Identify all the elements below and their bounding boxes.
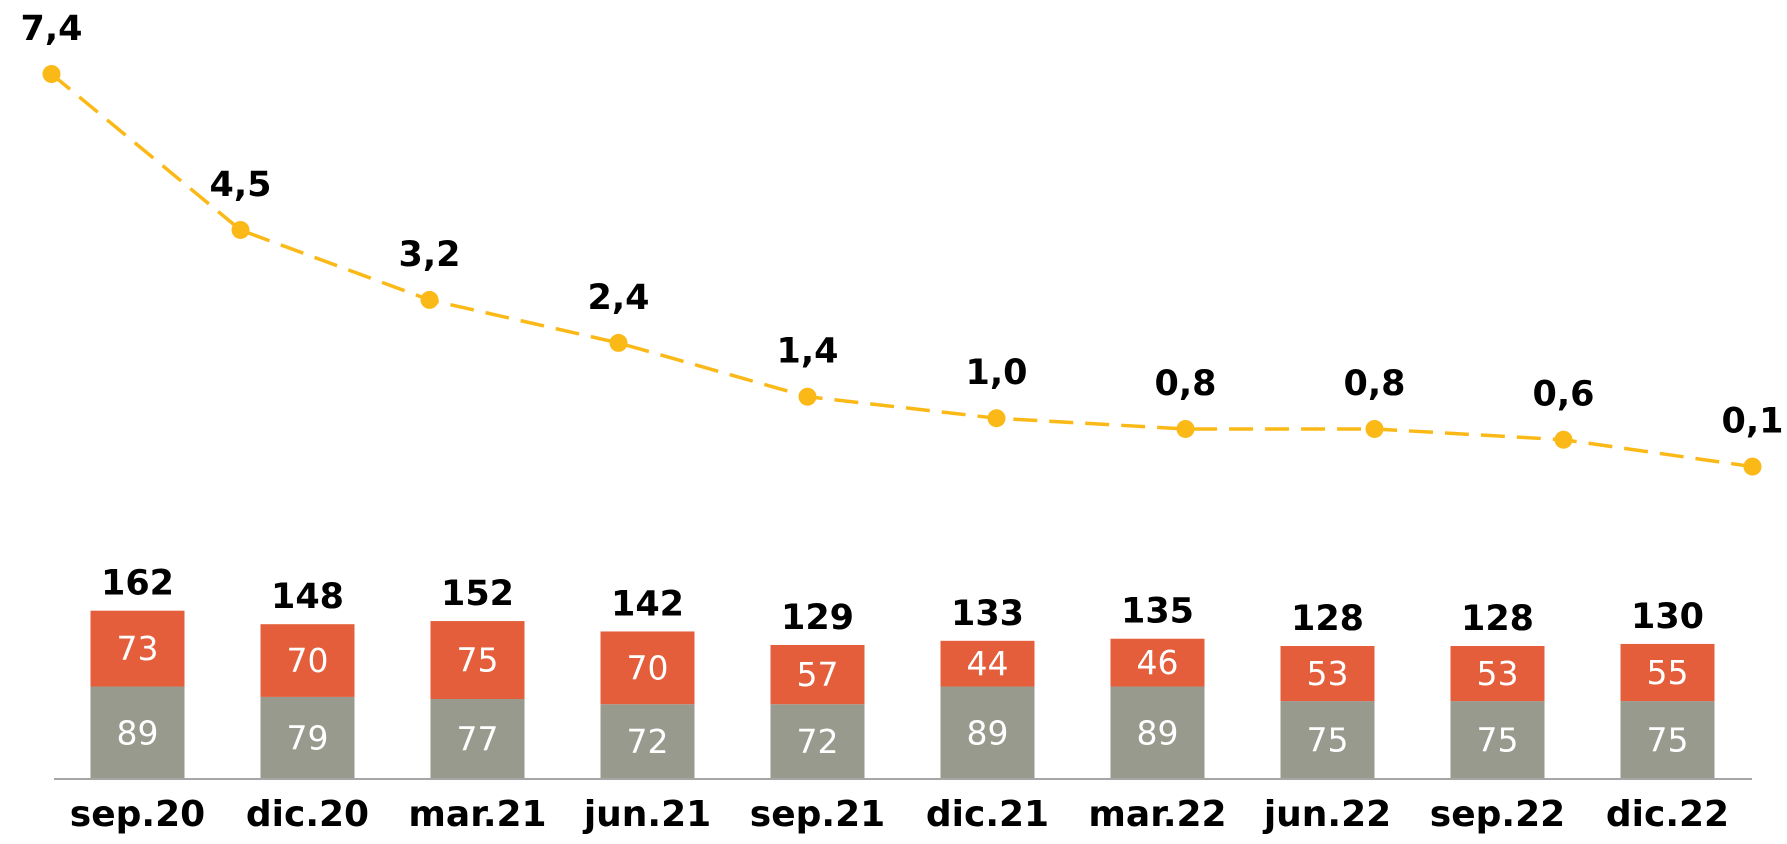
segment-label: 57 (797, 655, 839, 694)
bar-segment (770, 644, 865, 705)
line-point (1176, 419, 1195, 438)
segment-label: 89 (1137, 713, 1179, 752)
bar-segment (260, 624, 355, 697)
line-label: 0,1 (1721, 402, 1783, 442)
bar-segment (1450, 701, 1545, 779)
segment-label: 72 (627, 722, 669, 761)
line-label: 0,8 (1343, 364, 1405, 404)
line-label: 3,2 (398, 235, 460, 275)
bar-segment (90, 610, 185, 687)
segment-label: 72 (797, 722, 839, 761)
segment-label: 89 (117, 713, 159, 752)
bar-segment (940, 640, 1035, 687)
segment-label: 75 (457, 641, 499, 680)
bar-segment (600, 704, 695, 779)
total-label: 142 (611, 584, 684, 624)
line-point (1554, 430, 1573, 449)
line-point (420, 290, 439, 309)
bar-segment (430, 698, 525, 779)
x-tick-label: jun.21 (582, 794, 711, 835)
segment-label: 44 (967, 644, 1009, 683)
segment-label: 75 (1477, 721, 1519, 760)
segment-label: 89 (967, 713, 1009, 752)
x-tick-label: jun.22 (1262, 794, 1391, 835)
total-label: 135 (1121, 592, 1194, 632)
total-label: 133 (951, 594, 1024, 634)
line-point (798, 387, 817, 406)
line-point (1365, 419, 1384, 438)
x-tick-label: mar.21 (408, 794, 546, 835)
bar-segment (1620, 701, 1715, 779)
segment-label: 46 (1137, 643, 1179, 682)
bar-segment (1280, 701, 1375, 779)
segment-label: 79 (287, 718, 329, 757)
x-tick-label: sep.20 (70, 794, 205, 835)
bar-segment (1110, 686, 1205, 779)
segment-label: 73 (117, 629, 159, 668)
bar-segment (1280, 646, 1375, 702)
line-point (1743, 457, 1762, 476)
bar-segment (430, 621, 525, 699)
total-label: 128 (1461, 599, 1534, 639)
total-label: 152 (441, 574, 514, 614)
segment-label: 75 (1307, 721, 1349, 760)
bar-segment (770, 704, 865, 779)
segment-label: 75 (1647, 721, 1689, 760)
x-tick-label: dic.21 (926, 794, 1049, 835)
line-point (42, 65, 61, 83)
line-point (987, 409, 1006, 428)
line-label: 4,5 (209, 165, 271, 205)
line-label: 1,4 (776, 332, 838, 372)
bar-segment (1110, 638, 1205, 687)
line-label: 0,8 (1154, 364, 1216, 404)
segment-label: 55 (1647, 653, 1689, 692)
x-tick-label: dic.20 (246, 794, 369, 835)
segment-label: 70 (287, 641, 329, 680)
line-label: 1,0 (965, 353, 1027, 393)
line-point (231, 220, 250, 239)
bar-segment (1620, 643, 1715, 702)
total-label: 162 (101, 564, 174, 604)
total-label: 128 (1291, 599, 1364, 639)
total-label: 130 (1631, 597, 1704, 637)
bar-segment (1450, 646, 1545, 702)
bar-segment (940, 686, 1035, 779)
segment-label: 77 (457, 719, 499, 758)
bar-segment (260, 696, 355, 779)
segment-label: 70 (627, 648, 669, 687)
line (50, 72, 1753, 469)
line-label: 2,4 (587, 278, 649, 318)
line-point (609, 333, 628, 352)
line-label: 0,6 (1532, 375, 1594, 415)
total-label: 148 (271, 577, 344, 617)
x-tick-label: sep.21 (750, 794, 885, 835)
bar-segment (600, 631, 695, 705)
segment-label: 53 (1477, 654, 1519, 693)
line-label: 7,4 (20, 9, 82, 49)
total-label: 129 (781, 598, 854, 638)
segment-label: 53 (1307, 654, 1349, 693)
x-tick-label: mar.22 (1088, 794, 1226, 835)
x-tick-label: sep.22 (1430, 794, 1565, 835)
x-tick-label: dic.22 (1606, 794, 1729, 835)
bar-segment (90, 686, 185, 779)
